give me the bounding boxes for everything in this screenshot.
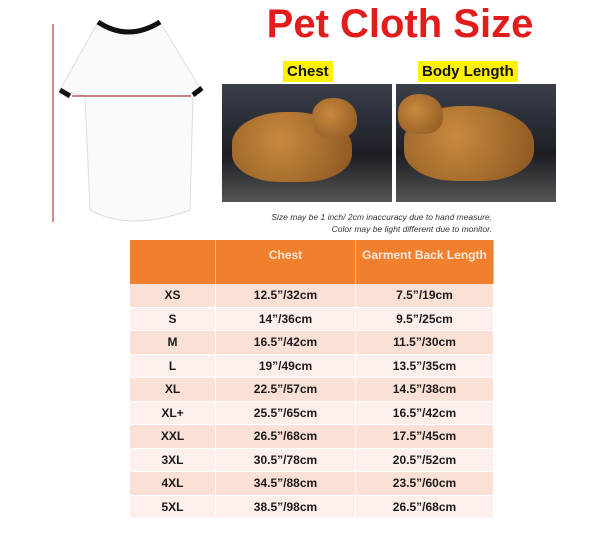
cell-size: XS bbox=[130, 284, 216, 308]
table-row: XL 22.5”/57cm 14.5”/38cm bbox=[130, 377, 494, 402]
table-row: 3XL 30.5”/78cm 20.5”/52cm bbox=[130, 448, 494, 472]
cell-size: S bbox=[130, 307, 216, 331]
color-note: Color may be light different due to moni… bbox=[331, 224, 492, 234]
cell-size: XXL bbox=[130, 424, 216, 449]
chest-label: Chest bbox=[283, 61, 333, 82]
shirt-collar bbox=[96, 19, 162, 35]
shirt-left-cuff bbox=[58, 87, 72, 99]
cell-chest: 34.5”/88cm bbox=[215, 471, 356, 496]
table-row: XS 12.5”/32cm 7.5”/19cm bbox=[130, 284, 494, 308]
cell-chest: 25.5”/65cm bbox=[215, 401, 356, 425]
table-row: 4XL 34.5”/88cm 23.5”/60cm bbox=[130, 471, 494, 496]
cell-chest: 14”/36cm bbox=[215, 307, 356, 331]
cell-size: XL bbox=[130, 377, 216, 402]
header-back-length: Garment Back Length bbox=[355, 240, 494, 284]
cell-back-length: 16.5”/42cm bbox=[355, 401, 494, 425]
shirt-right-cuff bbox=[191, 86, 204, 97]
table-row: XXL 26.5”/68cm 17.5”/45cm bbox=[130, 424, 494, 449]
cell-size: 3XL bbox=[130, 448, 216, 472]
cell-back-length: 9.5”/25cm bbox=[355, 307, 494, 331]
header-chest: Chest bbox=[215, 240, 356, 284]
cell-size: M bbox=[130, 330, 216, 355]
cell-chest: 16.5”/42cm bbox=[215, 330, 356, 355]
cell-back-length: 26.5”/68cm bbox=[355, 495, 494, 519]
cell-chest: 22.5”/57cm bbox=[215, 377, 356, 402]
cell-size: 4XL bbox=[130, 471, 216, 496]
body-length-measure-photo bbox=[396, 84, 556, 202]
cell-back-length: 23.5”/60cm bbox=[355, 471, 494, 496]
table-row: M 16.5”/42cm 11.5”/30cm bbox=[130, 330, 494, 355]
pet-shirt-illustration bbox=[52, 19, 204, 222]
cell-back-length: 20.5”/52cm bbox=[355, 448, 494, 472]
body-length-label: Body Length bbox=[418, 61, 518, 82]
header-size bbox=[130, 240, 216, 284]
cell-chest: 38.5”/98cm bbox=[215, 495, 356, 519]
inaccuracy-note: Size may be 1 inch/ 2cm inaccuracy due t… bbox=[271, 212, 492, 222]
chest-measure-photo bbox=[222, 84, 392, 202]
cell-chest: 26.5”/68cm bbox=[215, 424, 356, 449]
cell-back-length: 11.5”/30cm bbox=[355, 330, 494, 355]
shirt-body bbox=[59, 21, 201, 222]
cell-chest: 12.5”/32cm bbox=[215, 284, 356, 308]
table-row: 5XL 38.5”/98cm 26.5”/68cm bbox=[130, 495, 494, 519]
cell-size: L bbox=[130, 354, 216, 378]
cell-back-length: 14.5”/38cm bbox=[355, 377, 494, 402]
size-table: Chest Garment Back Length XS 12.5”/32cm 7.… bbox=[130, 240, 494, 519]
cell-chest: 19”/49cm bbox=[215, 354, 356, 378]
table-row: L 19”/49cm 13.5”/35cm bbox=[130, 354, 494, 378]
cell-size: 5XL bbox=[130, 495, 216, 519]
page-title: Pet Cloth Size bbox=[266, 2, 534, 46]
cell-size: XL+ bbox=[130, 401, 216, 425]
table-row: S 14”/36cm 9.5”/25cm bbox=[130, 307, 494, 331]
cell-chest: 30.5”/78cm bbox=[215, 448, 356, 472]
table-row: XL+ 25.5”/65cm 16.5”/42cm bbox=[130, 401, 494, 425]
cell-back-length: 7.5”/19cm bbox=[355, 284, 494, 308]
cell-back-length: 13.5”/35cm bbox=[355, 354, 494, 378]
cell-back-length: 17.5”/45cm bbox=[355, 424, 494, 449]
